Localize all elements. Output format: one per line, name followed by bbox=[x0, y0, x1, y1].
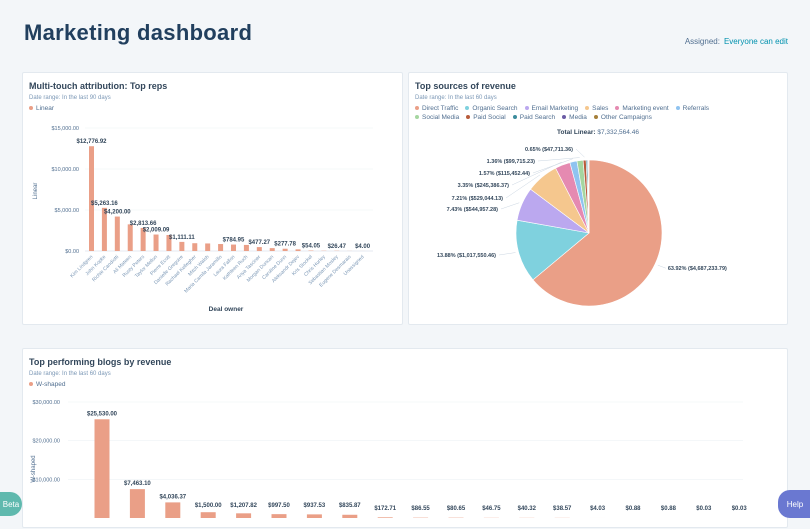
bar bbox=[192, 243, 197, 251]
bar bbox=[283, 249, 288, 251]
data-label: $477.27 bbox=[248, 240, 270, 246]
data-label: $172.71 bbox=[374, 506, 396, 512]
bar bbox=[270, 248, 275, 251]
bar bbox=[296, 249, 301, 251]
y-tick-label: $10,000.00 bbox=[51, 167, 79, 173]
data-label: $4,200.00 bbox=[104, 210, 131, 216]
top-reps-chart: $0.00 $5,000.00 $10,000.00 $15,000.00 Linear… bbox=[23, 73, 404, 326]
data-label: $26.47 bbox=[328, 244, 347, 250]
data-label: $4.03 bbox=[590, 506, 606, 512]
y-tick-label: $0.00 bbox=[65, 249, 79, 255]
top-reps-card: Multi-touch attribution: Top reps Date r… bbox=[22, 72, 403, 325]
slice-label: 63.92% ($4,687,233.79) bbox=[668, 266, 727, 272]
y-axis-label: Linear bbox=[33, 183, 39, 200]
leader-line bbox=[501, 203, 519, 209]
leader-line bbox=[538, 158, 580, 161]
data-label: $997.50 bbox=[268, 503, 290, 509]
data-label: $7,463.10 bbox=[124, 481, 151, 487]
slice-label: 1.57% ($115,452.44) bbox=[479, 171, 530, 177]
bar bbox=[179, 242, 184, 251]
slice-label: 7.43% ($544,957.28) bbox=[447, 207, 499, 213]
y-axis-label: W-shaped bbox=[31, 455, 37, 482]
beta-button[interactable]: Beta bbox=[0, 492, 22, 516]
assigned-value-link[interactable]: Everyone can edit bbox=[724, 37, 788, 46]
bar bbox=[231, 245, 236, 251]
data-label: $54.05 bbox=[302, 244, 321, 250]
data-label: $25,530.00 bbox=[87, 411, 118, 417]
slice-label: 1.36% ($99,715.23) bbox=[487, 159, 535, 165]
data-label: $835.87 bbox=[339, 503, 361, 509]
data-label: $1,500.00 bbox=[195, 503, 222, 509]
data-label: $1,207.82 bbox=[230, 503, 257, 509]
bar bbox=[236, 513, 251, 518]
data-label: $0.03 bbox=[732, 506, 748, 512]
data-label: $0.03 bbox=[696, 506, 712, 512]
leader-line bbox=[576, 149, 584, 157]
data-label: $40.32 bbox=[518, 506, 537, 512]
data-label: $5,263.16 bbox=[91, 201, 118, 207]
top-blogs-card: Top performing blogs by revenue Date ran… bbox=[22, 348, 788, 528]
help-button[interactable]: Help bbox=[778, 490, 810, 518]
bar bbox=[201, 512, 216, 518]
data-label: $4,036.37 bbox=[159, 494, 186, 500]
revenue-sources-card: Top sources of revenue Date range: In th… bbox=[408, 72, 788, 325]
bar bbox=[165, 502, 180, 518]
bar bbox=[307, 514, 322, 518]
leader-line bbox=[499, 253, 516, 255]
data-label: $0.88 bbox=[661, 506, 677, 512]
revenue-pie-chart: 63.92% ($4,687,233.79) 13.88% ($1,017,550… bbox=[409, 73, 789, 326]
bar bbox=[128, 224, 133, 251]
bar bbox=[130, 489, 145, 518]
data-label: $2,009.09 bbox=[143, 228, 170, 234]
bar bbox=[115, 217, 120, 251]
data-label: $0.88 bbox=[625, 506, 641, 512]
data-label: $38.57 bbox=[553, 506, 572, 512]
data-label: $937.53 bbox=[304, 503, 326, 509]
data-label: $12,776.92 bbox=[76, 139, 107, 145]
y-tick-label: $30,000.00 bbox=[32, 400, 60, 406]
assigned-info: Assigned: Everyone can edit bbox=[685, 37, 788, 46]
x-axis-label: Deal owner bbox=[209, 306, 244, 313]
top-blogs-chart: $10,000.00$20,000.00$30,000.00W-shaped$2… bbox=[23, 349, 789, 529]
y-tick-label: $5,000.00 bbox=[55, 208, 79, 214]
data-label: $80.65 bbox=[447, 506, 466, 512]
data-label: $2,813.66 bbox=[130, 221, 157, 227]
data-label: $784.95 bbox=[223, 238, 245, 244]
y-tick-label: $20,000.00 bbox=[32, 439, 60, 445]
data-label: $86.55 bbox=[411, 506, 430, 512]
y-tick-label: $15,000.00 bbox=[51, 126, 79, 132]
bar bbox=[89, 146, 94, 251]
bar bbox=[95, 419, 110, 518]
slice-label: 13.88% ($1,017,550.46) bbox=[437, 253, 496, 259]
bar bbox=[205, 243, 210, 251]
bar bbox=[378, 517, 393, 518]
slice-label: 0.65% ($47,711.36) bbox=[525, 147, 573, 153]
bar bbox=[218, 244, 223, 251]
slice-label: 7.21% ($529,044.13) bbox=[452, 196, 504, 202]
data-label: $1,111.11 bbox=[169, 235, 195, 241]
bar bbox=[257, 247, 262, 251]
page-title: Marketing dashboard bbox=[24, 20, 252, 46]
data-label: $4.00 bbox=[355, 244, 371, 250]
leader-line bbox=[658, 265, 666, 268]
data-label: $46.75 bbox=[482, 506, 501, 512]
assigned-label: Assigned: bbox=[685, 37, 720, 46]
bar bbox=[272, 514, 287, 518]
bar bbox=[342, 515, 357, 518]
bar bbox=[154, 235, 159, 251]
slice-label: 3.35% ($245,386.37) bbox=[458, 183, 510, 189]
data-label: $277.78 bbox=[274, 242, 296, 248]
